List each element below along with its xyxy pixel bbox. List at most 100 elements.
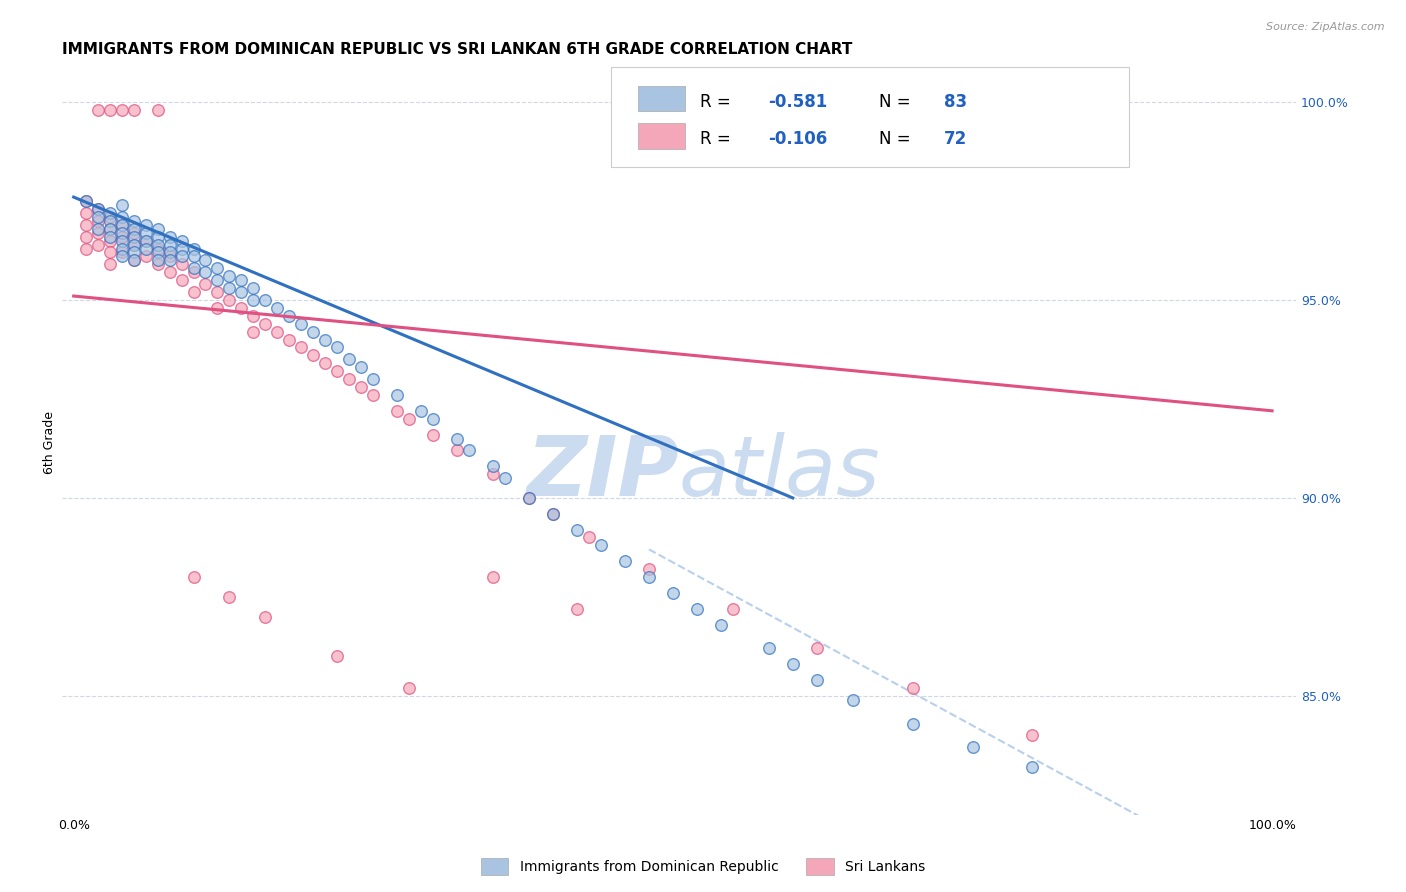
Text: ZIP: ZIP: [526, 432, 679, 513]
Text: Source: ZipAtlas.com: Source: ZipAtlas.com: [1267, 22, 1385, 32]
Point: [146, 221, 169, 235]
Point: [326, 341, 349, 355]
Point: [98, 210, 121, 224]
Point: [278, 309, 301, 323]
Point: [170, 242, 193, 256]
Point: [1021, 728, 1043, 742]
Point: [387, 404, 409, 418]
Point: [135, 250, 157, 264]
Point: [398, 411, 420, 425]
Point: [302, 325, 325, 339]
Point: [361, 372, 384, 386]
Point: [122, 103, 145, 117]
Point: [686, 601, 709, 615]
Point: [517, 491, 540, 505]
Point: [361, 388, 384, 402]
Point: [183, 250, 205, 264]
Point: [86, 103, 108, 117]
Point: [398, 681, 420, 695]
Point: [194, 253, 217, 268]
Point: [541, 507, 564, 521]
Point: [541, 507, 564, 521]
Point: [159, 265, 181, 279]
Point: [326, 649, 349, 664]
Point: [901, 681, 924, 695]
Point: [86, 221, 108, 235]
Point: [337, 372, 360, 386]
Point: [110, 234, 132, 248]
Point: [1021, 760, 1043, 774]
Point: [135, 218, 157, 232]
Point: [98, 257, 121, 271]
Point: [135, 226, 157, 240]
Point: [122, 229, 145, 244]
Point: [782, 657, 804, 672]
Point: [75, 218, 97, 232]
Point: [146, 229, 169, 244]
Point: [326, 364, 349, 378]
Point: [159, 229, 181, 244]
Point: [170, 273, 193, 287]
Point: [710, 617, 733, 632]
Point: [337, 352, 360, 367]
Point: [146, 242, 169, 256]
Legend: Immigrants from Dominican Republic, Sri Lankans: Immigrants from Dominican Republic, Sri …: [475, 853, 931, 880]
Point: [207, 301, 229, 315]
Point: [314, 333, 336, 347]
Point: [758, 641, 780, 656]
Point: [290, 317, 312, 331]
Point: [159, 237, 181, 252]
Point: [350, 380, 373, 394]
Point: [159, 253, 181, 268]
Point: [110, 250, 132, 264]
Point: [218, 293, 240, 307]
Point: [86, 226, 108, 240]
Point: [170, 257, 193, 271]
Point: [350, 360, 373, 375]
Point: [446, 432, 468, 446]
Point: [194, 265, 217, 279]
Point: [146, 245, 169, 260]
Point: [266, 325, 288, 339]
Point: [75, 242, 97, 256]
Point: [231, 285, 253, 299]
Point: [806, 673, 828, 687]
Point: [110, 229, 132, 244]
Text: IMMIGRANTS FROM DOMINICAN REPUBLIC VS SRI LANKAN 6TH GRADE CORRELATION CHART: IMMIGRANTS FROM DOMINICAN REPUBLIC VS SR…: [62, 42, 852, 57]
Point: [231, 301, 253, 315]
Point: [901, 716, 924, 731]
Point: [207, 285, 229, 299]
Point: [254, 317, 277, 331]
Point: [662, 586, 685, 600]
Point: [218, 269, 240, 284]
Point: [242, 281, 264, 295]
Text: atlas: atlas: [679, 432, 880, 513]
Point: [962, 740, 984, 755]
Point: [278, 333, 301, 347]
Point: [110, 103, 132, 117]
Point: [98, 234, 121, 248]
Point: [721, 601, 744, 615]
Point: [122, 221, 145, 235]
Text: N =: N =: [879, 130, 915, 148]
Point: [194, 277, 217, 292]
Point: [86, 214, 108, 228]
Point: [638, 570, 661, 584]
Y-axis label: 6th Grade: 6th Grade: [44, 411, 56, 474]
Point: [122, 237, 145, 252]
Point: [387, 388, 409, 402]
Point: [122, 214, 145, 228]
Point: [135, 234, 157, 248]
Point: [422, 411, 444, 425]
Point: [207, 261, 229, 276]
Point: [110, 242, 132, 256]
Point: [218, 281, 240, 295]
Point: [565, 601, 588, 615]
Point: [75, 194, 97, 208]
Point: [135, 234, 157, 248]
Point: [183, 285, 205, 299]
Point: [122, 245, 145, 260]
Point: [110, 218, 132, 232]
Point: [75, 229, 97, 244]
Point: [806, 641, 828, 656]
